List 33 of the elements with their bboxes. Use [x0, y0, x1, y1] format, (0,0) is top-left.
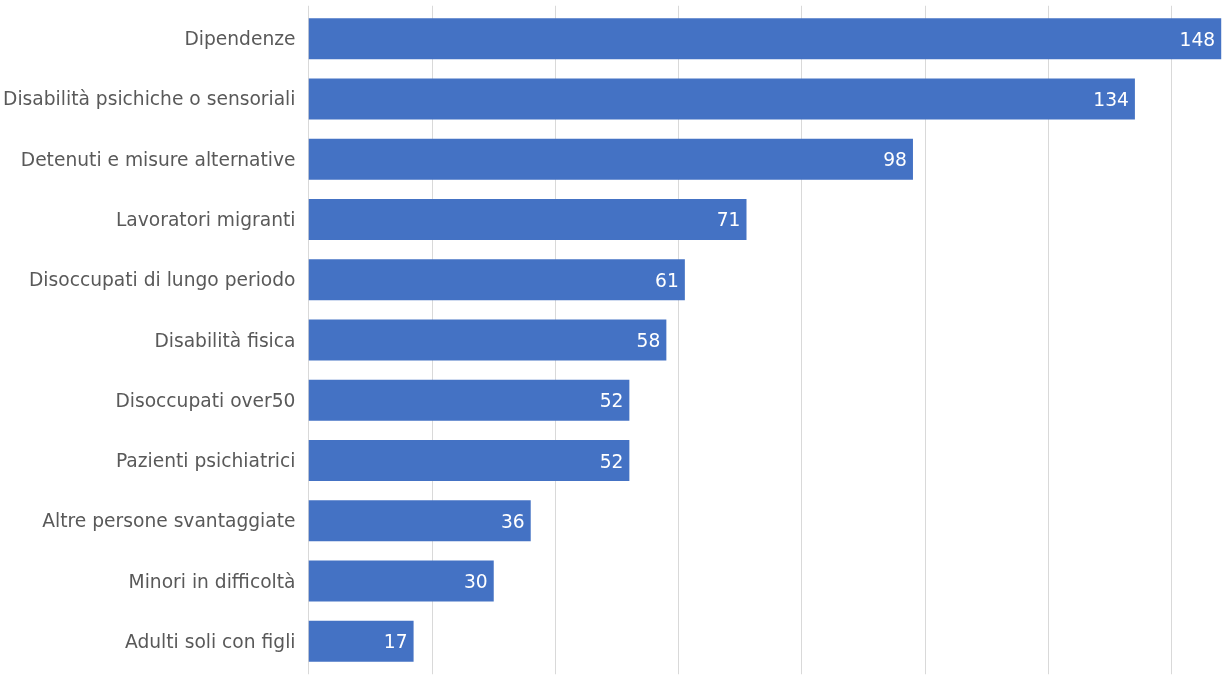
data-label: 52: [599, 390, 624, 412]
bar: [308, 78, 1135, 120]
y-tick-label: Disoccupati over50: [115, 389, 296, 411]
bar: [308, 198, 747, 240]
data-label: 134: [1093, 88, 1129, 110]
y-tick-label: Detenuti e misure alternative: [20, 148, 296, 170]
bar: [308, 319, 667, 361]
y-tick-label: Minori in difficoltà: [128, 570, 296, 592]
bar: [308, 440, 630, 482]
bar: [308, 259, 685, 301]
data-label: 71: [716, 209, 741, 231]
y-tick-label: Disoccupati di lungo periodo: [28, 269, 296, 291]
data-label: 17: [383, 631, 408, 653]
bar: [308, 560, 494, 602]
bar: [308, 18, 1222, 60]
bar: [308, 138, 913, 180]
y-tick-label: Dipendenze: [184, 28, 296, 50]
data-label: 58: [636, 330, 661, 351]
data-label: 30: [464, 571, 488, 593]
y-tick-label: Altre persone svantaggiate: [42, 510, 296, 532]
y-tick-label: Lavoratori migranti: [115, 208, 296, 230]
bar: [308, 500, 531, 542]
data-label: 148: [1179, 28, 1216, 50]
y-tick-label: Adulti soli con figli: [124, 630, 296, 652]
bar: [308, 379, 630, 421]
y-tick-label: Disabilità fisica: [154, 329, 296, 351]
data-label: 98: [883, 149, 907, 171]
y-tick-label: Disabilità psichiche o sensoriali: [3, 88, 296, 110]
bar: [308, 620, 414, 662]
data-label: 36: [500, 510, 525, 532]
data-label: 61: [655, 269, 679, 291]
data-label: 52: [599, 450, 624, 472]
y-tick-label: Pazienti psichiatrici: [115, 450, 296, 472]
